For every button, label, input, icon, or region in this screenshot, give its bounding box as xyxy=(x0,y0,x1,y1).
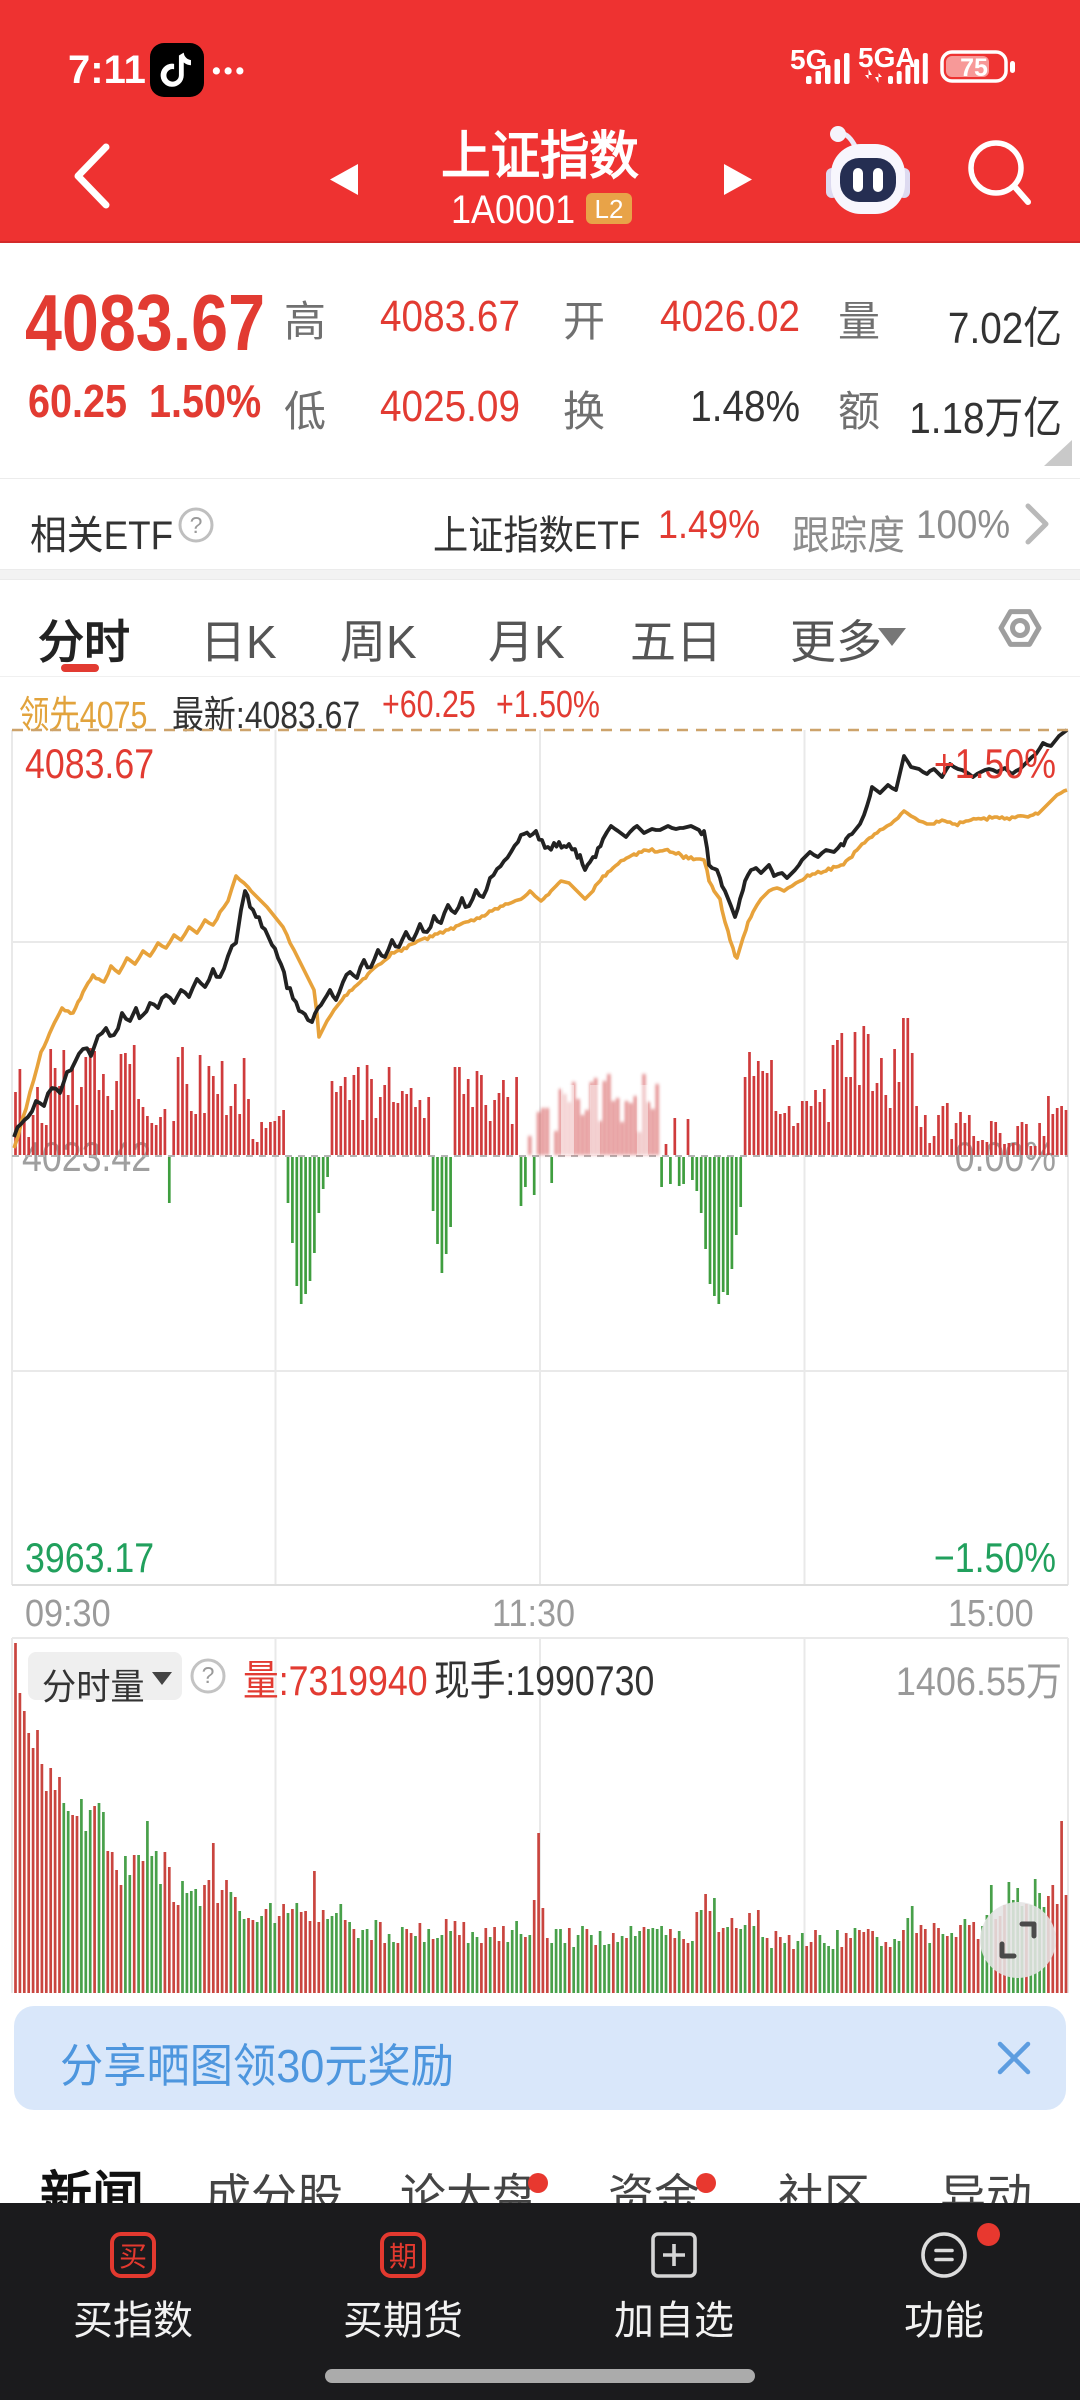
svg-text:?: ? xyxy=(190,512,203,538)
svg-text:?: ? xyxy=(202,1662,215,1688)
svg-text:75: 75 xyxy=(960,54,988,82)
svg-text:买: 买 xyxy=(119,2241,147,2272)
svg-text:期: 期 xyxy=(389,2241,417,2272)
